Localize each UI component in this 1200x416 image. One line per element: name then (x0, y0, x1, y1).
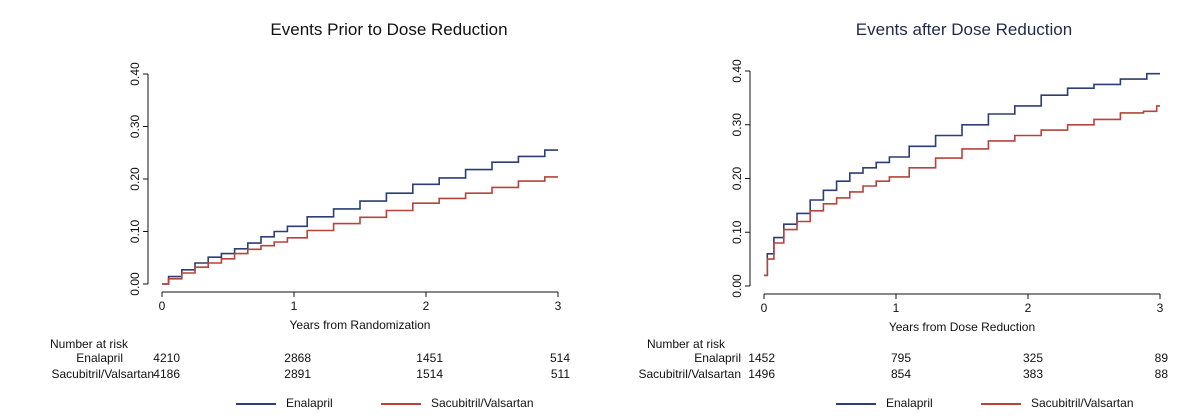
risk-cell: 511 (550, 367, 570, 381)
risk-table-title: Number at risk (50, 337, 129, 351)
y-tick-label: 0.30 (730, 113, 744, 137)
y-tick-label: 0.30 (128, 114, 142, 138)
x-tick-label: 1 (291, 299, 298, 313)
risk-table-title: Number at risk (647, 337, 726, 351)
chart-panel-prior: Events Prior to Dose Reduction 0.00 0.10 0… (0, 20, 600, 410)
chart-title: Events after Dose Reduction (855, 20, 1073, 39)
x-tick-label: 3 (1157, 301, 1164, 315)
risk-row-label: Sacubitril/Valsartan (51, 367, 155, 381)
legend-label: Sacubitril/Valsartan (1031, 396, 1134, 410)
legend-label: Enalapril (886, 396, 933, 410)
y-tick-label: 0.10 (128, 219, 142, 243)
chart-panel-after: Events after Dose Reduction 0.00 0.10 0.20… (600, 0, 1200, 416)
legend-swatch (836, 403, 876, 405)
risk-cell: 88 (1154, 367, 1168, 381)
risk-cell: 854 (890, 367, 911, 381)
x-tick-label: 0 (761, 301, 768, 315)
x-tick-label: 2 (423, 299, 430, 313)
risk-cell: 514 (549, 351, 570, 365)
series-line (162, 176, 558, 285)
y-tick-label: 0.00 (128, 272, 142, 296)
chart-plot: 0.00 0.10 0.20 0.30 0.40 0 1 2 3 Years from Dose … (730, 59, 1164, 334)
risk-row: Sacubitril/Valsartan 1496 854 383 88 (600, 367, 1200, 383)
risk-cell: 325 (1022, 351, 1043, 365)
risk-cell: 1514 (416, 367, 443, 381)
risk-row-label: Enalapril (694, 351, 741, 365)
series-line (764, 105, 1160, 277)
risk-cell: 4186 (153, 367, 180, 381)
chart-plot: 0.00 0.10 0.20 0.30 0.40 0 1 2 3 Years from Rando… (128, 62, 562, 332)
x-axis-title: Years from Randomization (290, 318, 431, 332)
x-tick-label: 3 (555, 299, 562, 313)
legend-label: Enalapril (286, 396, 333, 410)
risk-row: Enalapril 4210 2868 1451 514 (0, 351, 600, 367)
risk-cell: 795 (890, 351, 911, 365)
legend-swatch (236, 403, 276, 405)
risk-cell: 2891 (284, 367, 311, 381)
risk-row: Enalapril 1452 795 325 89 (600, 351, 1200, 367)
risk-cell: 2868 (284, 351, 311, 365)
y-tick-label: 0.40 (128, 62, 142, 86)
risk-cell: 1496 (748, 367, 775, 381)
y-tick-label: 0.00 (730, 274, 744, 298)
x-tick-label: 1 (893, 301, 900, 315)
risk-cell: 383 (1022, 367, 1043, 381)
risk-row: Sacubitril/Valsartan 4186 2891 1514 511 (0, 367, 600, 383)
y-tick-label: 0.20 (128, 167, 142, 191)
y-tick-label: 0.20 (730, 166, 744, 190)
legend-swatch (981, 403, 1021, 405)
chart-title: Events Prior to Dose Reduction (270, 20, 508, 39)
x-tick-label: 0 (159, 299, 166, 313)
risk-row-label: Enalapril (76, 351, 123, 365)
x-tick-label: 2 (1025, 301, 1032, 315)
risk-row-label: Sacubitril/Valsartan (638, 367, 742, 381)
risk-cell: 89 (1154, 351, 1168, 365)
x-axis-title: Years from Dose Reduction (889, 320, 1035, 334)
risk-cell: 4210 (153, 351, 180, 365)
legend-label: Sacubitril/Valsartan (431, 396, 534, 410)
y-tick-label: 0.10 (730, 220, 744, 244)
series-line (764, 72, 1160, 277)
legend-swatch (381, 403, 421, 405)
risk-cell: 1452 (748, 351, 775, 365)
risk-cell: 1451 (416, 351, 443, 365)
y-tick-label: 0.40 (730, 59, 744, 83)
